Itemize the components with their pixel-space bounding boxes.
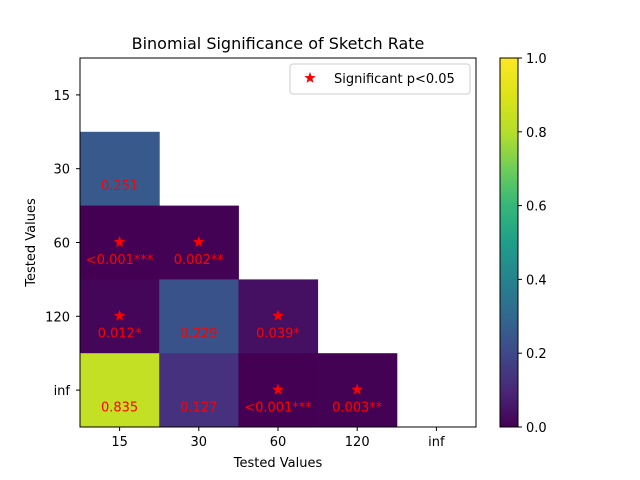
y-axis-ticks: 15 30 60 120 inf: [45, 89, 80, 399]
significance-star: [272, 383, 284, 395]
cell-value-label: 0.039*: [256, 327, 300, 342]
y-tick-label: 120: [45, 310, 70, 325]
legend-label: Significant p<0.05: [334, 72, 455, 87]
colorbar-tick-label: 0.0: [526, 421, 547, 436]
colorbar-tick-label: 0.8: [526, 126, 547, 141]
x-tick-label: 120: [345, 435, 370, 450]
y-tick-label: 15: [53, 89, 70, 104]
x-axis-title: Tested Values: [233, 456, 323, 471]
heatmap-cell: [159, 279, 239, 354]
y-axis-title: Tested Values: [24, 198, 39, 288]
colorbar-ticks: 0.0 0.2 0.4 0.6 0.8 1.0: [518, 52, 547, 436]
cell-value-label: 0.003**: [332, 401, 383, 416]
x-axis-ticks: 15 30 60 120 inf: [111, 427, 445, 450]
x-tick-label: inf: [428, 435, 445, 450]
colorbar-tick-label: 0.6: [526, 200, 547, 215]
heatmap-cell: [80, 131, 160, 207]
y-tick-label: 60: [53, 237, 70, 252]
cell-value-label: 0.127: [180, 401, 217, 416]
significance-star: [351, 383, 363, 395]
legend: Significant p<0.05: [289, 63, 471, 95]
x-tick-label: 60: [270, 435, 287, 450]
colorbar-tick-label: 1.0: [526, 52, 547, 67]
cell-value-label: 0.251: [101, 179, 138, 194]
significance-star: [272, 309, 284, 321]
colorbar-tick-label: 0.2: [526, 347, 547, 362]
colorbar-tick-label: 0.4: [526, 273, 547, 288]
y-tick-label: 30: [53, 163, 70, 178]
x-tick-label: 30: [191, 435, 208, 450]
significance-star: [113, 309, 126, 321]
significance-star: [113, 236, 126, 247]
cell-value-label: 0.002**: [174, 253, 225, 268]
colorbar: [499, 57, 519, 428]
heatmap-cells: 0.251 <0.001*** 0.002** 0.012* 0.229 0.039* 0.…: [80, 131, 398, 428]
cell-value-label: <0.001***: [86, 253, 154, 268]
legend-box: [289, 63, 471, 95]
heatmap-cell: [80, 353, 160, 428]
heatmap-cell: [159, 353, 239, 428]
cell-value-label: 0.229: [180, 327, 217, 342]
cell-value-label: 0.835: [101, 401, 138, 416]
legend-star-marker: [304, 72, 316, 83]
cell-value-label: 0.012*: [98, 327, 142, 342]
chart-title: Binomial Significance of Sketch Rate: [132, 34, 425, 53]
significance-star: [193, 236, 205, 247]
cell-value-label: <0.001***: [244, 401, 312, 416]
x-tick-label: 15: [111, 435, 128, 450]
y-tick-label: inf: [54, 384, 71, 399]
legend-star: [304, 72, 316, 83]
